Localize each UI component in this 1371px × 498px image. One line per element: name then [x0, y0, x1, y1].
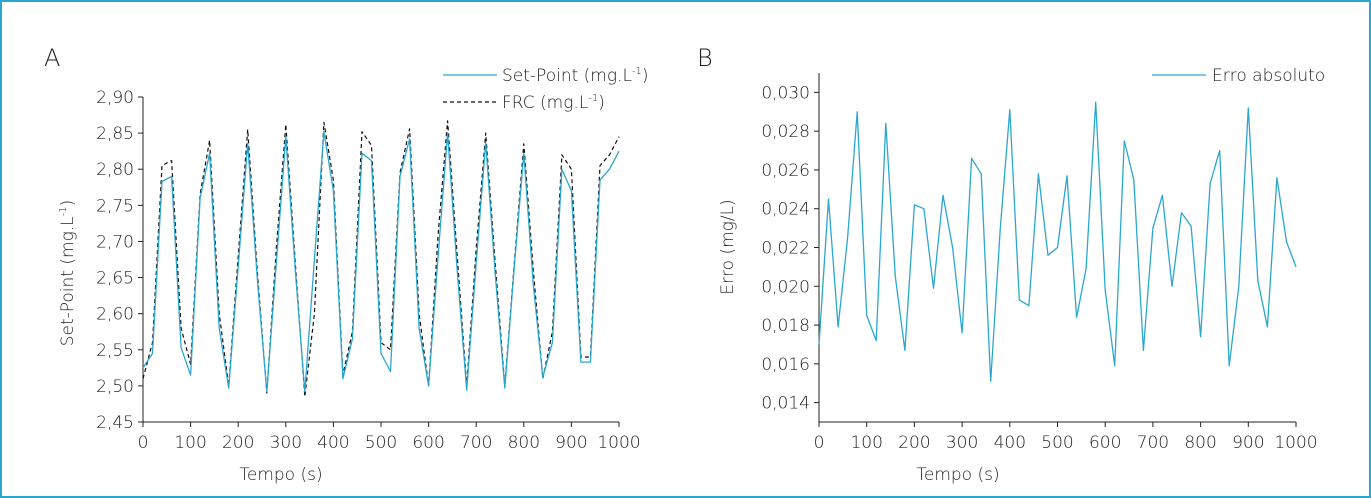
legend-label-frc: FRC (mg.L-1)	[502, 93, 605, 113]
x-tick-label-a: 400	[317, 433, 349, 453]
x-tick-label-a: 1000	[597, 433, 640, 453]
y-tick-label-b: 0,026	[761, 161, 810, 181]
y-tick-label-a: 2,90	[96, 88, 134, 108]
legend-label-setpoint: Set-Point (mg.L-1)	[502, 66, 649, 86]
chart-marks: 0 100 200 300 400 500 600 700 800 900 10002,452,50…	[96, 73, 1318, 453]
y-tick-label-a: 2,50	[96, 377, 134, 397]
legend-label-erro: Erro absoluto	[1212, 66, 1325, 86]
y-tick-label-a: 2,55	[96, 341, 134, 361]
x-tick-label-b: 1000	[1274, 433, 1317, 453]
x-axis-label-b: Tempo (s)	[916, 465, 999, 485]
x-tick-label-b: 900	[1232, 433, 1264, 453]
x-tick-label-a: 0	[138, 433, 149, 453]
y-tick-label-b: 0,030	[761, 83, 810, 103]
y-tick-label-a: 2,60	[96, 305, 134, 325]
y-tick-label-b: 0,022	[761, 239, 810, 259]
x-tick-label-b: 800	[1184, 433, 1216, 453]
series-line-a-1	[142, 131, 620, 393]
x-tick-label-b: 500	[1041, 433, 1073, 453]
x-tick-label-a: 300	[270, 433, 302, 453]
x-tick-label-a: 900	[555, 433, 587, 453]
x-tick-label-a: 800	[508, 433, 540, 453]
y-tick-label-b: 0,028	[761, 122, 810, 142]
x-tick-label-b: 200	[898, 433, 930, 453]
y-axis-label-a: Set-Point (mg.L-1)	[58, 200, 78, 347]
x-tick-label-a: 100	[174, 433, 206, 453]
panel-label-b: B	[697, 44, 713, 72]
y-tick-label-a: 2,45	[96, 413, 134, 433]
y-tick-label-a: 2,65	[96, 269, 134, 289]
x-tick-label-b: 400	[994, 433, 1026, 453]
y-tick-label-b: 0,024	[761, 200, 810, 220]
y-tick-label-a: 2,85	[96, 124, 134, 144]
panel-label-a: A	[44, 44, 60, 72]
x-tick-label-b: 700	[1137, 433, 1169, 453]
x-tick-label-b: 0	[814, 433, 825, 453]
y-tick-label-b: 0,016	[761, 355, 810, 375]
y-tick-label-b: 0,018	[761, 316, 810, 336]
y-tick-label-a: 2,75	[96, 196, 134, 216]
y-tick-label-a: 2,80	[96, 160, 134, 180]
y-tick-label-b: 0,020	[761, 277, 810, 297]
x-tick-label-a: 500	[365, 433, 397, 453]
y-axis-label-b: Erro (mg/L)	[718, 199, 738, 294]
x-tick-label-b: 100	[850, 433, 882, 453]
y-tick-label-a: 2,70	[96, 232, 134, 252]
y-tick-label-b: 0,014	[761, 394, 810, 414]
x-axis-label-a: Tempo (s)	[239, 465, 322, 485]
x-tick-label-a: 700	[460, 433, 492, 453]
x-tick-label-a: 600	[412, 433, 444, 453]
x-tick-label-b: 600	[1089, 433, 1121, 453]
x-tick-label-b: 300	[946, 433, 978, 453]
x-tick-label-a: 200	[222, 433, 254, 453]
series-line-a-2	[142, 120, 620, 398]
series-line-b-1	[818, 101, 1297, 382]
